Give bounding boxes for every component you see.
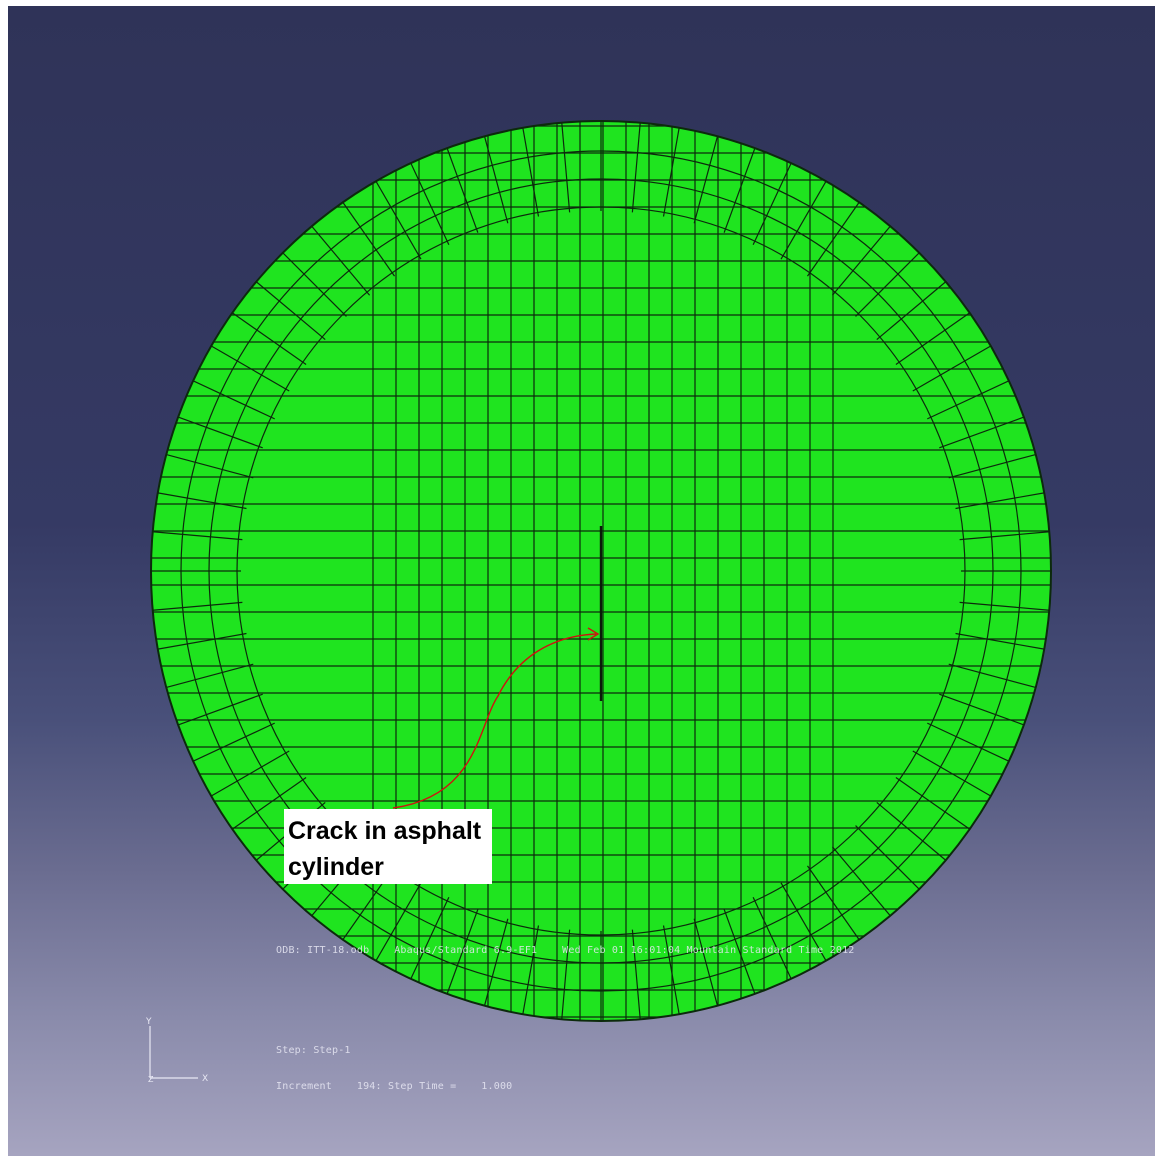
triad-y-label: Y [145,1017,152,1027]
triad-z-label: Z [148,1075,154,1084]
odb-info-text: ODB: ITT-18.odb Abaqus/Standard 6.9-EF1 … [276,945,855,956]
arrow-head [587,627,600,641]
annotation-line-1: Crack in asphalt [288,817,482,845]
step-text: Step: Step-1 [276,1045,351,1056]
increment-text: Increment 194: Step Time = 1.000 [276,1081,513,1092]
mesh-model-view[interactable] [8,6,1155,1156]
triad-x-label: X [202,1074,208,1084]
viewport[interactable]: Crack in asphalt cylinder ODB: ITT-18.od… [8,6,1155,1156]
crack-annotation-label: Crack in asphalt cylinder [284,809,492,884]
mesh-grid [151,121,1051,1021]
annotation-arrow [392,633,597,809]
annotation-line-2: cylinder [288,853,384,881]
step-info: Step: Step-1 Increment 194: Step Time = … [276,1021,512,1117]
axis-triad: Y X Z [145,1017,208,1084]
